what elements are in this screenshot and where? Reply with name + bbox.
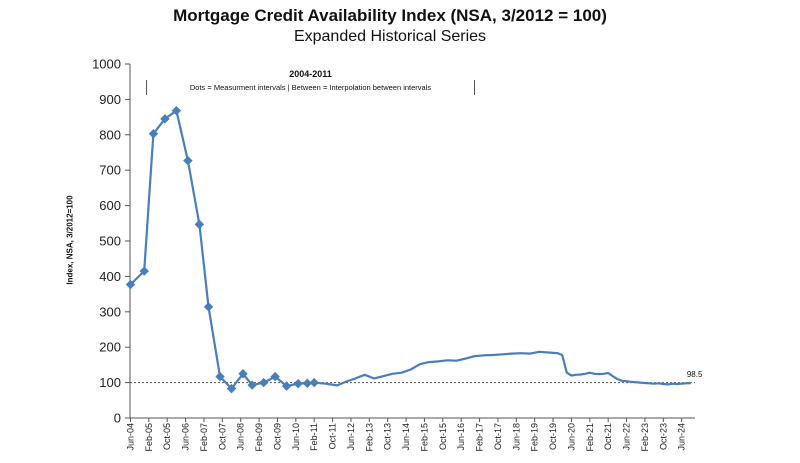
chart-title: Mortgage Credit Availability Index (NSA,… <box>173 6 607 25</box>
x-tick-label: Feb-09 <box>254 423 264 452</box>
x-tick-label: Feb-05 <box>144 423 154 452</box>
series-marker <box>247 380 257 390</box>
x-tick-label: Oct-19 <box>548 423 558 450</box>
x-tick-label: Feb-21 <box>585 423 595 452</box>
y-tick-label: 0 <box>114 411 121 426</box>
x-tick-label: Oct-23 <box>658 423 668 450</box>
series-marker <box>194 219 205 230</box>
x-tick-label: Oct-21 <box>603 423 613 450</box>
y-tick-label: 400 <box>99 269 121 284</box>
series-marker <box>226 383 237 394</box>
x-tick-label: Jun-10 <box>291 423 301 451</box>
x-tick-label: Feb-19 <box>530 423 540 452</box>
series-marker <box>139 266 149 276</box>
x-tick-label: Jun-08 <box>236 423 246 451</box>
annotation-text: Dots = Measurment intervals | Between = … <box>190 83 431 92</box>
annotation-bracket: 2004-2011 Dots = Measurment intervals | … <box>146 69 476 95</box>
series-line-mcai <box>129 109 691 390</box>
x-tick-label: Oct-07 <box>217 423 227 450</box>
y-tick-label: 300 <box>99 304 121 319</box>
y-tick-label: 700 <box>99 163 121 178</box>
y-tick-label: 200 <box>99 340 121 355</box>
x-tick-label: Oct-11 <box>328 423 338 449</box>
series-marker <box>125 279 136 290</box>
y-tick-label: 800 <box>99 127 121 142</box>
series-marker <box>183 155 193 166</box>
series-marker <box>215 371 225 382</box>
series-marker <box>148 129 159 139</box>
y-tick-label: 100 <box>99 375 121 390</box>
series-marker <box>302 378 313 389</box>
x-axis-ticks: Jun-04 Feb-05 Oct-05 Jun-06 Feb-07 Oct-07 Jun-… <box>125 418 687 452</box>
chart-subtitle: Expanded Historical Series <box>293 28 487 45</box>
series-marker <box>281 381 292 391</box>
x-tick-label: Jun-20 <box>566 423 576 451</box>
x-tick-label: Oct-13 <box>383 423 393 450</box>
x-tick-label: Feb-11 <box>309 423 319 451</box>
series-marker <box>270 371 280 382</box>
series-marker <box>309 377 319 388</box>
x-tick-label: Jun-18 <box>511 423 521 451</box>
y-tick-label: 900 <box>99 92 121 107</box>
x-tick-label: Oct-05 <box>162 423 172 450</box>
series-markers <box>125 106 319 394</box>
x-tick-label: Jun-12 <box>346 423 356 451</box>
series-marker <box>238 369 248 379</box>
x-tick-label: Jun-04 <box>125 423 135 451</box>
end-value-label: 98.5 <box>687 370 703 379</box>
x-tick-label: Feb-13 <box>364 423 374 452</box>
y-tick-label: 600 <box>99 198 121 213</box>
series-marker <box>203 302 214 312</box>
x-tick-label: Jun-16 <box>456 423 466 451</box>
x-tick-label: Feb-23 <box>640 423 650 452</box>
annotation-title: 2004-2011 <box>289 69 332 79</box>
x-tick-label: Jun-24 <box>677 423 687 451</box>
series-marker <box>171 106 182 116</box>
x-tick-label: Feb-15 <box>419 423 429 452</box>
x-tick-label: Oct-17 <box>493 423 503 450</box>
y-tick-label: 500 <box>99 234 121 249</box>
x-tick-label: Oct-15 <box>438 423 448 450</box>
x-tick-label: Jun-06 <box>181 423 191 451</box>
x-tick-label: Jun-22 <box>622 423 632 451</box>
y-tick-label: 1000 <box>92 57 121 72</box>
x-tick-label: Oct-09 <box>272 423 282 450</box>
series-marker <box>293 378 303 389</box>
y-axis-ticks: 0 100 200 300 400 500 600 700 800 900 1000 <box>92 57 130 426</box>
x-tick-label: Feb-17 <box>475 423 485 452</box>
x-tick-label: Feb-07 <box>199 423 209 452</box>
x-tick-label: Jun-14 <box>401 423 411 451</box>
series-marker <box>258 377 269 388</box>
series-marker <box>160 114 170 124</box>
